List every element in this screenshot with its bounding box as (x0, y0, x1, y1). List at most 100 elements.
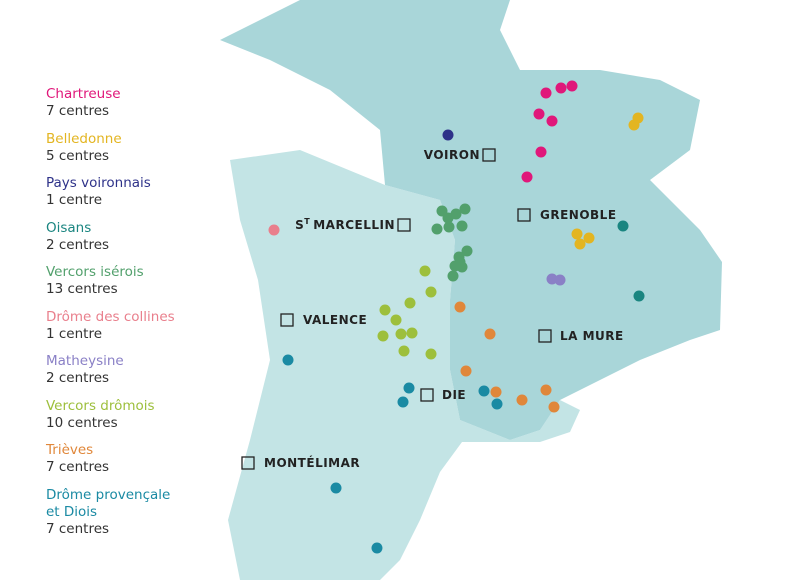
centre-dot (540, 384, 552, 396)
centre-dot (566, 80, 578, 92)
centre-dot (456, 220, 468, 232)
city-label: ST MARCELLIN (295, 217, 395, 232)
legend-count: 2 centres (46, 370, 110, 386)
city-marker (482, 148, 496, 162)
legend-item: Drôme des collines 1 centre (46, 309, 216, 343)
city-label: VOIRON (424, 148, 480, 162)
legend-name: Belledonne (46, 130, 122, 147)
centre-dot (460, 365, 472, 377)
centre-dot (546, 115, 558, 127)
city-marker (397, 218, 411, 232)
legend-count: 7 centres (46, 520, 110, 537)
centre-dot (425, 286, 437, 298)
legend-item: Matheysine 2 centres (46, 353, 216, 387)
legend-count: 1 centre (46, 325, 103, 342)
centre-dot (397, 396, 409, 408)
legend-item: Belledonne 5 centres (46, 131, 216, 165)
city-label: LA MURE (560, 329, 624, 343)
city-marker (280, 313, 294, 327)
centre-dot (533, 108, 545, 120)
city-label: VALENCE (303, 313, 367, 327)
centre-dot (371, 542, 383, 554)
centre-dot (377, 330, 389, 342)
centre-dot (461, 245, 473, 257)
centre-dot (571, 228, 583, 240)
legend-name: Vercors drômois (46, 397, 155, 414)
city-label: DIE (442, 388, 466, 402)
centre-dot (406, 327, 418, 339)
city-label-part: MARCELLIN (313, 218, 395, 232)
centre-dot (478, 385, 490, 397)
legend-name: Pays voironnais (46, 175, 151, 191)
region-isere (220, 0, 722, 440)
centre-dot (540, 87, 552, 99)
centre-dot (516, 394, 528, 406)
legend-item: Vercors isérois 13 centres (46, 264, 216, 298)
legend-item: Trièves 7 centres (46, 442, 216, 476)
centre-dot (330, 482, 342, 494)
legend-item: Oisans 2 centres (46, 220, 216, 254)
centre-dot (554, 274, 566, 286)
centre-dot (546, 273, 558, 285)
centre-dot (403, 382, 415, 394)
centre-dot (583, 232, 595, 244)
legend-name: Chartreuse (46, 86, 121, 102)
centre-dot (459, 203, 471, 215)
legend-count: 13 centres (46, 281, 118, 297)
legend-item: Pays voironnais 1 centre (46, 175, 216, 209)
centre-dot (390, 314, 402, 326)
legend-item: Vercors drômois 10 centres (46, 398, 216, 432)
city-marker (241, 456, 255, 470)
centre-dot (404, 297, 416, 309)
city-label: MONTÉLIMAR (264, 455, 360, 470)
centre-dot (574, 238, 586, 250)
city-label: GRENOBLE (540, 208, 617, 222)
centre-dot (490, 386, 502, 398)
centre-dot (282, 354, 294, 366)
centre-dot (535, 146, 547, 158)
legend-name: Matheysine (46, 353, 124, 369)
centre-dot (431, 223, 443, 235)
centre-dot (548, 401, 560, 413)
centre-dot (617, 220, 629, 232)
city-marker (538, 329, 552, 343)
legend-name: Trièves (46, 442, 94, 458)
centre-dot (419, 265, 431, 277)
legend-name: Vercors isérois (46, 264, 144, 280)
centre-dot (447, 270, 459, 282)
centre-dot (628, 119, 640, 131)
legend-item: Drôme provençale et Diois 7 centres (46, 487, 216, 538)
legend-name: Oisans (46, 219, 92, 236)
region-drome (228, 150, 580, 580)
centre-dot (268, 224, 280, 236)
centre-dot (443, 221, 455, 233)
legend: Chartreuse 7 centres Belledonne 5 centres Pa… (46, 86, 216, 548)
legend-count: 7 centres (46, 103, 110, 119)
centre-dot (633, 290, 645, 302)
legend-count: 1 centre (46, 192, 103, 208)
centre-dot (449, 260, 461, 272)
legend-item: Chartreuse 7 centres (46, 86, 216, 120)
city-label-sup: T (304, 217, 310, 226)
legend-name: Drôme des collines (46, 308, 175, 325)
legend-count: 7 centres (46, 459, 110, 475)
centre-dot (379, 304, 391, 316)
centre-dot (454, 301, 466, 313)
centre-dot (484, 328, 496, 340)
centre-dot (521, 171, 533, 183)
centre-dot (442, 212, 454, 224)
centre-dot (398, 345, 410, 357)
centre-dot (395, 328, 407, 340)
centre-dot (442, 129, 454, 141)
centre-dot (555, 82, 567, 94)
centre-dot (425, 348, 437, 360)
centre-dot (491, 398, 503, 410)
legend-name: Drôme provençale et Diois (46, 486, 171, 520)
legend-count: 2 centres (46, 236, 110, 253)
city-marker (517, 208, 531, 222)
legend-count: 10 centres (46, 414, 118, 431)
city-marker (420, 388, 434, 402)
city-label-part: S (295, 218, 304, 232)
